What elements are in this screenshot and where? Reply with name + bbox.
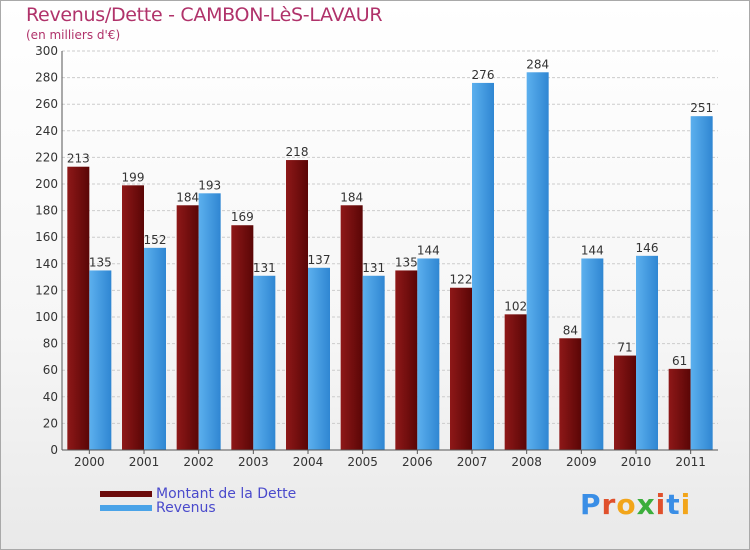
x-tick-label: 2006 xyxy=(402,455,433,469)
y-tick-label: 200 xyxy=(35,177,58,191)
y-tick-label: 300 xyxy=(35,44,58,58)
data-label-dette: 184 xyxy=(176,190,199,204)
x-tick-label: 2007 xyxy=(457,455,488,469)
bar-revenus xyxy=(308,267,330,450)
y-tick-label: 80 xyxy=(43,337,58,351)
x-tick-label: 2008 xyxy=(511,455,542,469)
x-tick-label: 2000 xyxy=(74,455,105,469)
y-tick-label: 240 xyxy=(35,124,58,138)
bar-dette xyxy=(67,166,90,450)
data-label-dette: 218 xyxy=(286,145,309,159)
bar-revenus xyxy=(581,258,604,450)
bar-dette xyxy=(504,314,527,450)
bar-revenus xyxy=(144,247,166,450)
y-tick-label: 100 xyxy=(35,310,58,324)
x-tick-label: 2004 xyxy=(293,455,324,469)
y-tick-label: 140 xyxy=(35,257,58,271)
data-label-revenus: 276 xyxy=(472,68,495,82)
data-label-dette: 61 xyxy=(672,354,687,368)
data-label-dette: 199 xyxy=(122,170,145,184)
logo-letter: i xyxy=(680,488,692,521)
bar-revenus xyxy=(417,258,440,450)
legend-item-dette: Montant de la Dette xyxy=(100,486,297,502)
bar-revenus xyxy=(636,255,658,450)
bar-dette xyxy=(559,338,582,450)
data-label-revenus: 137 xyxy=(308,253,331,267)
bar-dette xyxy=(614,355,636,450)
bar-revenus xyxy=(362,275,385,450)
data-label-dette: 71 xyxy=(617,341,632,355)
x-tick-label: 2009 xyxy=(566,455,597,469)
data-label-dette: 122 xyxy=(450,273,473,287)
x-tick-label: 2002 xyxy=(183,455,214,469)
data-label-dette: 184 xyxy=(340,190,363,204)
bar-dette xyxy=(286,160,308,450)
y-tick-label: 60 xyxy=(43,363,58,377)
data-label-revenus: 131 xyxy=(362,261,385,275)
logo-letter: x xyxy=(636,488,656,521)
data-label-revenus: 152 xyxy=(144,233,167,247)
legend-label-dette: Montant de la Dette xyxy=(156,486,297,502)
logo-letter: P xyxy=(580,488,602,521)
bar-revenus xyxy=(690,116,713,451)
bar-revenus xyxy=(89,270,112,450)
y-tick-label: 280 xyxy=(35,71,58,85)
chart-subtitle: (en milliers d'€) xyxy=(26,28,121,42)
logo-letter: r xyxy=(601,488,617,521)
y-tick-label: 180 xyxy=(35,204,58,218)
x-tick-label: 2010 xyxy=(621,455,652,469)
x-tick-label: 2001 xyxy=(129,455,160,469)
bar-dette xyxy=(231,225,254,450)
bar-revenus xyxy=(472,82,494,451)
bar-dette xyxy=(668,368,691,450)
bar-revenus xyxy=(198,193,221,450)
y-tick-label: 160 xyxy=(35,230,58,244)
bar-revenus xyxy=(253,275,276,450)
y-tick-label: 260 xyxy=(35,97,58,111)
logo-letter: t xyxy=(666,488,681,521)
bar-dette xyxy=(122,185,144,450)
data-label-revenus: 251 xyxy=(690,101,713,115)
data-label-dette: 213 xyxy=(67,152,90,166)
data-label-revenus: 284 xyxy=(526,57,549,71)
data-label-dette: 84 xyxy=(563,323,578,337)
y-tick-label: 0 xyxy=(50,443,58,457)
data-label-revenus: 144 xyxy=(417,243,440,257)
data-label-revenus: 144 xyxy=(581,243,604,257)
data-label-revenus: 135 xyxy=(89,255,112,269)
legend-item-revenus: Revenus xyxy=(100,500,216,516)
chart-title: Revenus/Dette - CAMBON-LèS-LAVAUR xyxy=(26,4,383,26)
y-tick-label: 220 xyxy=(35,150,58,164)
data-label-dette: 102 xyxy=(504,299,527,313)
bar-dette xyxy=(450,287,472,450)
legend-swatch-revenus xyxy=(100,505,152,511)
bar-dette xyxy=(395,270,418,450)
bar-revenus xyxy=(526,72,549,450)
data-label-revenus: 193 xyxy=(198,178,221,192)
legend-swatch-dette xyxy=(100,491,152,497)
x-tick-label: 2005 xyxy=(347,455,378,469)
x-tick-label: 2003 xyxy=(238,455,269,469)
data-label-dette: 169 xyxy=(231,210,254,224)
data-label-revenus: 131 xyxy=(253,261,276,275)
x-tick-label: 2011 xyxy=(675,455,706,469)
logo-letter: i xyxy=(655,488,667,521)
y-tick-label: 20 xyxy=(43,416,58,430)
data-label-revenus: 146 xyxy=(636,241,659,255)
bar-dette xyxy=(340,205,363,450)
proxiti-logo: Proxiti xyxy=(580,488,691,521)
legend-label-revenus: Revenus xyxy=(156,500,216,516)
data-label-dette: 135 xyxy=(395,255,418,269)
y-tick-label: 120 xyxy=(35,283,58,297)
bar-dette xyxy=(176,205,199,450)
logo-letter: o xyxy=(616,488,637,521)
y-tick-label: 40 xyxy=(43,390,58,404)
